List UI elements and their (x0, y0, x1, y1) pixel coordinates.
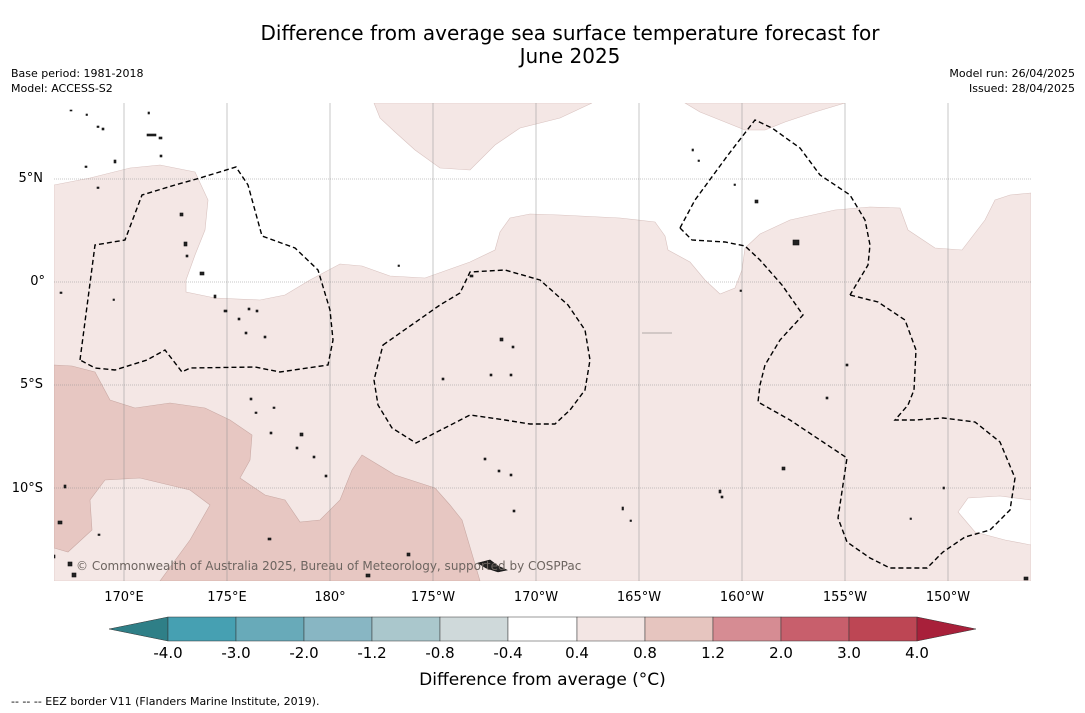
anomaly-region-light-north-1 (373, 103, 593, 171)
island-dots (54, 109, 1029, 581)
colorbar-segment (167, 616, 237, 642)
colorbar-tick: -3.0 (221, 644, 251, 662)
colorbar-segment (780, 616, 850, 642)
lon-label-160w: 160°W (719, 590, 765, 605)
chart-title: Difference from average sea surface temp… (0, 22, 1085, 68)
title-line-2: June 2025 (519, 44, 621, 68)
lat-label-10s: 10°S (11, 481, 43, 496)
title-line-1: Difference from average sea surface temp… (260, 21, 880, 45)
anomaly-region-medium-west (54, 364, 481, 581)
colorbar-tick: 1.2 (701, 644, 725, 662)
colorbar-segment-above (916, 616, 977, 642)
colorbar-tick: -0.4 (493, 644, 523, 662)
colorbar-tick: -4.0 (153, 644, 183, 662)
colorbar-segment (644, 616, 714, 642)
anomaly-region-light-north-2 (684, 103, 846, 131)
lon-label-180: 180° (314, 590, 346, 605)
lon-label-150w: 150°W (925, 590, 971, 605)
lat-label-5n: 5°N (18, 171, 44, 186)
near-zero-gap-east (957, 495, 1031, 546)
copyright-notice: © Commonwealth of Australia 2025, Bureau… (76, 559, 582, 573)
issued-date: Issued: 28/04/2025 (968, 82, 1075, 95)
eez-border-3 (679, 119, 871, 296)
colorbar-segment (235, 616, 305, 642)
colorbar-tick: -1.2 (357, 644, 387, 662)
meta-left: Base period: 1981-2018 Model: ACCESS-S2 (11, 66, 143, 96)
colorbar-tick: 0.4 (565, 644, 589, 662)
colorbar-segment (439, 616, 509, 642)
colorbar-tick: 2.0 (769, 644, 793, 662)
colorbar-segment (576, 616, 646, 642)
lon-label-175w: 175°W (410, 590, 456, 605)
eez-border-1 (79, 166, 334, 373)
colorbar-segment (303, 616, 373, 642)
model-name: Model: ACCESS-S2 (11, 82, 113, 95)
eez-borders (79, 119, 1016, 569)
colorbar-tick: 4.0 (905, 644, 929, 662)
colorbar-tick: -2.0 (289, 644, 319, 662)
colorbar-tick: 3.0 (837, 644, 861, 662)
lon-label-165w: 165°W (616, 590, 662, 605)
lon-label-170w: 170°W (513, 590, 559, 605)
colorbar-tick: -0.8 (425, 644, 455, 662)
colorbar-title: Difference from average (°C) (419, 670, 666, 690)
lon-label-175e: 175°E (207, 590, 247, 605)
colorbar-tick: 0.8 (633, 644, 657, 662)
colorbar-segment (507, 616, 578, 642)
colorbar-segment (712, 616, 782, 642)
colorbar-segment (848, 616, 918, 642)
lon-label-155w: 155°W (822, 590, 868, 605)
colorbar-segment-below (108, 616, 169, 642)
eez-border-4 (679, 227, 1016, 569)
anomaly-region-light (54, 164, 1031, 581)
meta-right: Model run: 26/04/2025 Issued: 28/04/2025 (949, 66, 1075, 96)
graticule (54, 103, 1031, 581)
lon-label-170e: 170°E (104, 590, 144, 605)
base-period: Base period: 1981-2018 (11, 67, 144, 80)
colorbar-segment (371, 616, 441, 642)
lat-label-5s: 5°S (19, 377, 43, 392)
colorbar (108, 616, 977, 642)
model-run-date: Model run: 26/04/2025 (949, 67, 1075, 80)
eez-legend-note: -- -- -- EEZ border V11 (Flanders Marine… (11, 695, 320, 708)
map-area (54, 103, 1031, 581)
lat-label-0: 0° (30, 274, 45, 289)
